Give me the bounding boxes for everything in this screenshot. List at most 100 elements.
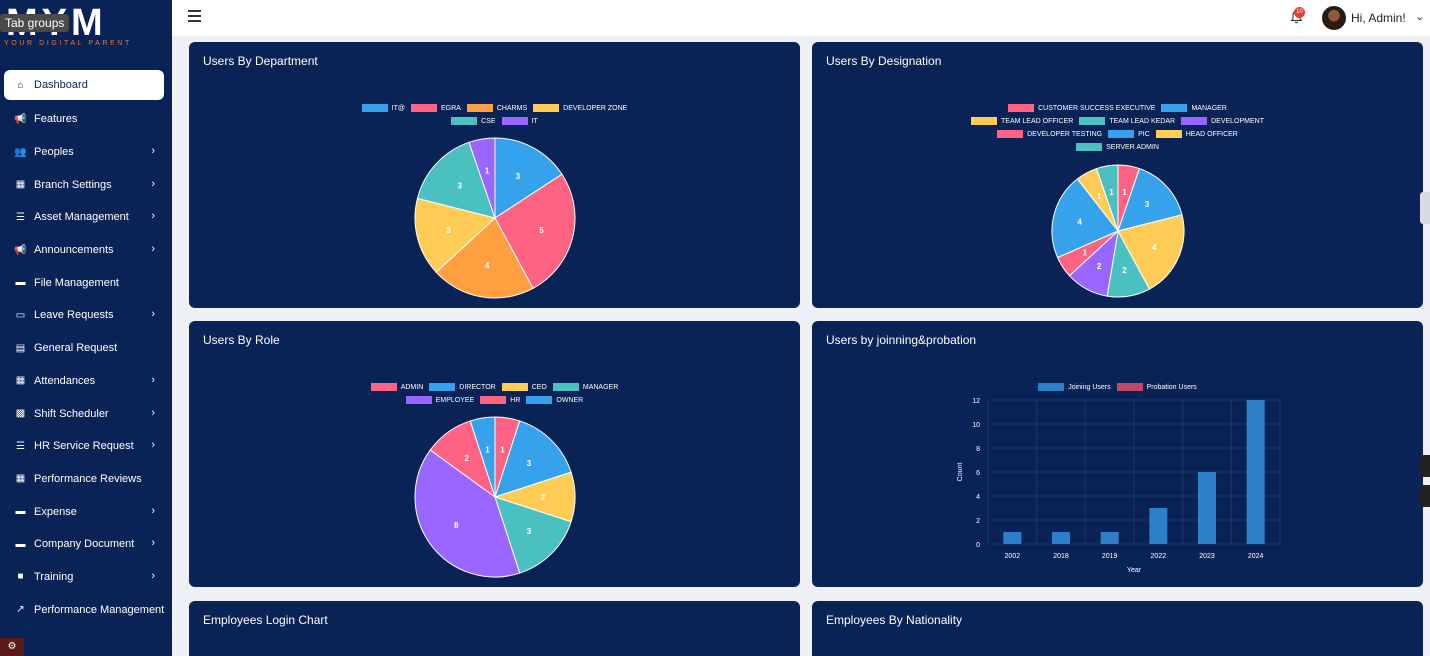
legend-item[interactable]: DIRECTOR xyxy=(429,383,496,391)
card-title: Employees By Nationality xyxy=(826,613,963,627)
pie-slice[interactable] xyxy=(1095,164,1119,232)
pie-slice[interactable] xyxy=(469,416,496,498)
sidebar-item-label: HR Service Request xyxy=(34,440,134,453)
sidebar-item-peoples[interactable]: 👥 Peoples › xyxy=(0,136,172,169)
bar[interactable] xyxy=(1149,508,1168,544)
chart-legend: ADMIN DIRECTOR CEO MANAGER EMPLOYEE HR OWNER xyxy=(189,383,800,409)
sidebar-item-asset-management[interactable]: ☰ Asset Management › xyxy=(0,201,172,234)
sidebar-item-general-request[interactable]: ▤ General Request xyxy=(0,332,172,365)
sidebar-item-performance-management[interactable]: ↗ Performance Management xyxy=(0,593,172,626)
pie-slice[interactable] xyxy=(1117,214,1185,290)
legend-item[interactable]: CHARMS xyxy=(466,104,527,112)
slice-value-label: 8 xyxy=(454,521,459,530)
pie-slice[interactable] xyxy=(414,197,497,273)
pie-slice[interactable] xyxy=(435,217,534,299)
legend-item[interactable]: HEAD OFFICER xyxy=(1155,130,1238,138)
pie-slice[interactable] xyxy=(414,449,521,578)
legend-item[interactable]: MANAGER xyxy=(552,383,618,391)
y-tick-label: 12 xyxy=(972,398,980,405)
side-widget-tab[interactable] xyxy=(1420,455,1430,477)
legend-item[interactable]: DEVELOPER TESTING xyxy=(997,130,1102,138)
extension-icon[interactable]: ⚙ xyxy=(0,638,24,656)
side-widget-tab[interactable] xyxy=(1420,485,1430,507)
legend-item[interactable]: TEAM LEAD OFFICER xyxy=(971,117,1073,125)
sidebar-item-branch-settings[interactable]: ▦ Branch Settings › xyxy=(0,168,172,201)
card-title: Users By Designation xyxy=(826,54,942,68)
legend-swatch xyxy=(533,104,560,112)
y-tick-label: 0 xyxy=(976,542,980,549)
sidebar-item-features[interactable]: 📢 Features xyxy=(0,103,172,136)
legend-item[interactable]: IT@ xyxy=(361,104,405,112)
slice-value-label: 4 xyxy=(1152,243,1157,252)
megaphone-icon: 📢 xyxy=(14,244,27,256)
chevron-right-icon: › xyxy=(151,145,155,158)
legend-swatch xyxy=(405,396,432,404)
sidebar-item-company-document[interactable]: ▬ Company Document › xyxy=(0,528,172,561)
card-employees-by-nationality: Employees By Nationality xyxy=(812,601,1423,656)
legend-item[interactable]: IT xyxy=(501,117,538,125)
slice-value-label: 1 xyxy=(1097,192,1102,201)
legend-swatch xyxy=(526,396,553,404)
y-tick-label: 8 xyxy=(976,446,980,453)
bar[interactable] xyxy=(1052,532,1070,544)
legend-swatch xyxy=(1108,130,1135,138)
chevron-down-icon[interactable]: ⌄ xyxy=(1415,11,1425,23)
menu-toggle-icon[interactable] xyxy=(188,10,201,22)
legend-item[interactable]: MANAGER xyxy=(1161,104,1227,112)
legend-label: ADMIN xyxy=(400,383,424,391)
user-greeting[interactable]: Hi, Admin! xyxy=(1351,11,1406,25)
legend-item[interactable]: Joining Users xyxy=(1038,383,1111,391)
sidebar-item-dashboard[interactable]: ⌂ Dashboard xyxy=(4,70,164,100)
pie-slice[interactable] xyxy=(416,141,496,219)
slice-value-label: 2 xyxy=(541,493,546,502)
bar[interactable] xyxy=(1198,472,1216,544)
legend-item[interactable]: EMPLOYEE xyxy=(405,396,474,404)
legend-item[interactable]: ADMIN xyxy=(370,383,424,391)
legend-swatch xyxy=(480,396,507,404)
sidebar-item-training[interactable]: ■ Training › xyxy=(0,561,172,594)
pie-slice[interactable] xyxy=(1051,178,1119,259)
legend-item[interactable]: SERVER ADMIN xyxy=(1076,143,1159,151)
logo[interactable]: MYM YOUR DIGITAL PARENT Tab groups xyxy=(0,0,172,60)
sidebar-item-performance-reviews[interactable]: ▦ Performance Reviews xyxy=(0,463,172,496)
folder-icon: ▬ xyxy=(15,277,26,289)
legend-item[interactable]: EGRA xyxy=(410,104,461,112)
sidebar-item-label: General Request xyxy=(34,342,118,355)
avatar[interactable] xyxy=(1322,6,1346,30)
legend-item[interactable]: DEVELOPER ZONE xyxy=(533,104,627,112)
pie-slice[interactable] xyxy=(468,137,496,219)
slice-value-label: 4 xyxy=(485,261,490,270)
sidebar-item-expense[interactable]: ▬ Expense › xyxy=(0,495,172,528)
sidebar-item-hr-service-request[interactable]: ☰ HR Service Request › xyxy=(0,430,172,463)
legend-item[interactable]: OWNER xyxy=(526,396,583,404)
bar[interactable] xyxy=(1246,400,1265,544)
sidebar-item-label: Shift Scheduler xyxy=(34,407,109,420)
legend-item[interactable]: PIC xyxy=(1108,130,1150,138)
sidebar-item-leave-requests[interactable]: ▭ Leave Requests › xyxy=(0,299,172,332)
pie-slice[interactable] xyxy=(1117,167,1183,232)
bar[interactable] xyxy=(1100,532,1119,544)
legend-item[interactable]: CSE xyxy=(451,117,496,125)
legend-item[interactable]: TEAM LEAD KEDAR xyxy=(1079,117,1175,125)
sidebar-item-file-management[interactable]: ▬ File Management xyxy=(0,266,172,299)
legend-label: PIC xyxy=(1138,130,1150,138)
pie-slice[interactable] xyxy=(494,137,563,219)
pie-slice[interactable] xyxy=(494,173,576,290)
legend-item[interactable]: CEO xyxy=(501,383,547,391)
settings-widget-tab[interactable] xyxy=(1420,192,1430,224)
legend-item[interactable]: CUSTOMER SUCCESS EXECUTIVE xyxy=(1008,104,1155,112)
sidebar-item-attendances[interactable]: ▦ Attendances › xyxy=(0,365,172,398)
chart-legend: Joining Users Probation Users xyxy=(812,383,1423,396)
legend-row: TEAM LEAD OFFICER TEAM LEAD KEDAR DEVELOPM… xyxy=(812,117,1423,125)
legend-item[interactable]: HR xyxy=(480,396,520,404)
legend-label: DEVELOPER ZONE xyxy=(563,104,628,112)
chevron-right-icon: › xyxy=(151,504,155,517)
sidebar-item-label: Expense xyxy=(34,505,77,518)
sidebar-item-label: Company Document xyxy=(34,538,135,551)
sidebar-item-shift-scheduler[interactable]: ▩ Shift Scheduler › xyxy=(0,397,172,430)
sidebar-item-announcements[interactable]: 📢 Announcements › xyxy=(0,234,172,267)
wallet-icon: ▬ xyxy=(15,506,26,518)
bar[interactable] xyxy=(1003,532,1022,544)
legend-item[interactable]: DEVELOPMENT xyxy=(1181,117,1264,125)
legend-item[interactable]: Probation Users xyxy=(1116,383,1197,391)
